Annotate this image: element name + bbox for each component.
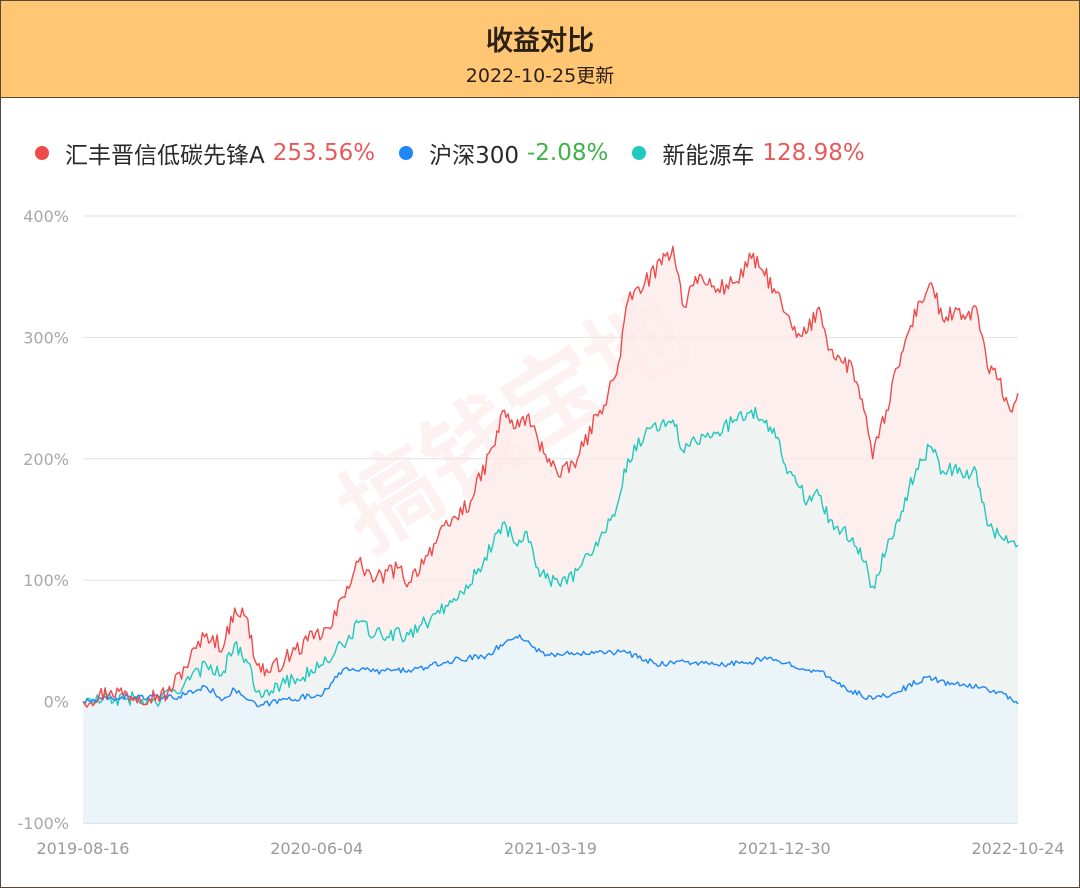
y-tick-label: 100% xyxy=(23,571,69,590)
y-tick-label: 200% xyxy=(23,450,69,469)
x-tick-label: 2022-10-24 xyxy=(972,839,1065,858)
y-tick-label: 0% xyxy=(44,693,69,712)
x-tick-label: 2020-06-04 xyxy=(270,839,363,858)
series-line xyxy=(82,406,1019,707)
legend: 汇丰晋信低碳先锋A 253.56% 沪深300 -2.08% 新能源车 128.… xyxy=(35,137,889,169)
legend-label: 沪深300 xyxy=(429,143,519,169)
legend-return: 253.56% xyxy=(272,140,376,166)
series-line xyxy=(82,634,1019,708)
legend-marker xyxy=(399,146,414,160)
x-tick-label: 2019-08-16 xyxy=(37,839,130,858)
chart-header: 收益对比 2022-10-25更新 xyxy=(1,1,1079,98)
series-line xyxy=(82,245,1019,708)
legend-return: 128.98% xyxy=(762,140,865,166)
legend-item-nev[interactable]: 新能源车 128.98% xyxy=(632,136,865,170)
legend-return: -2.08% xyxy=(526,140,609,166)
x-axis: 2019-08-16 2020-06-04 2021-03-19 2021-12-30… xyxy=(37,839,1065,858)
legend-item-hs300[interactable]: 沪深300 -2.08% xyxy=(399,136,608,170)
update-date: 2022-10-25更新 xyxy=(465,65,615,87)
y-tick-label: 300% xyxy=(23,328,69,347)
legend-label: 新能源车 xyxy=(662,143,755,169)
legend-marker xyxy=(35,146,49,160)
legend-item-fund[interactable]: 汇丰晋信低碳先锋A 253.56% xyxy=(35,136,375,170)
area-fills xyxy=(83,246,1018,823)
chart-title: 收益对比 xyxy=(486,26,594,57)
y-tick-label: 400% xyxy=(23,207,69,226)
y-axis: 400% 300% 200% 100% 0% -100% xyxy=(17,207,69,833)
series-lines xyxy=(82,245,1019,708)
y-tick-label: -100% xyxy=(17,814,69,833)
legend-marker xyxy=(632,146,647,160)
x-tick-label: 2021-12-30 xyxy=(738,839,831,858)
legend-label: 汇丰晋信低碳先锋A xyxy=(65,143,265,169)
series-area xyxy=(83,634,1018,823)
x-tick-label: 2021-03-19 xyxy=(504,839,597,858)
